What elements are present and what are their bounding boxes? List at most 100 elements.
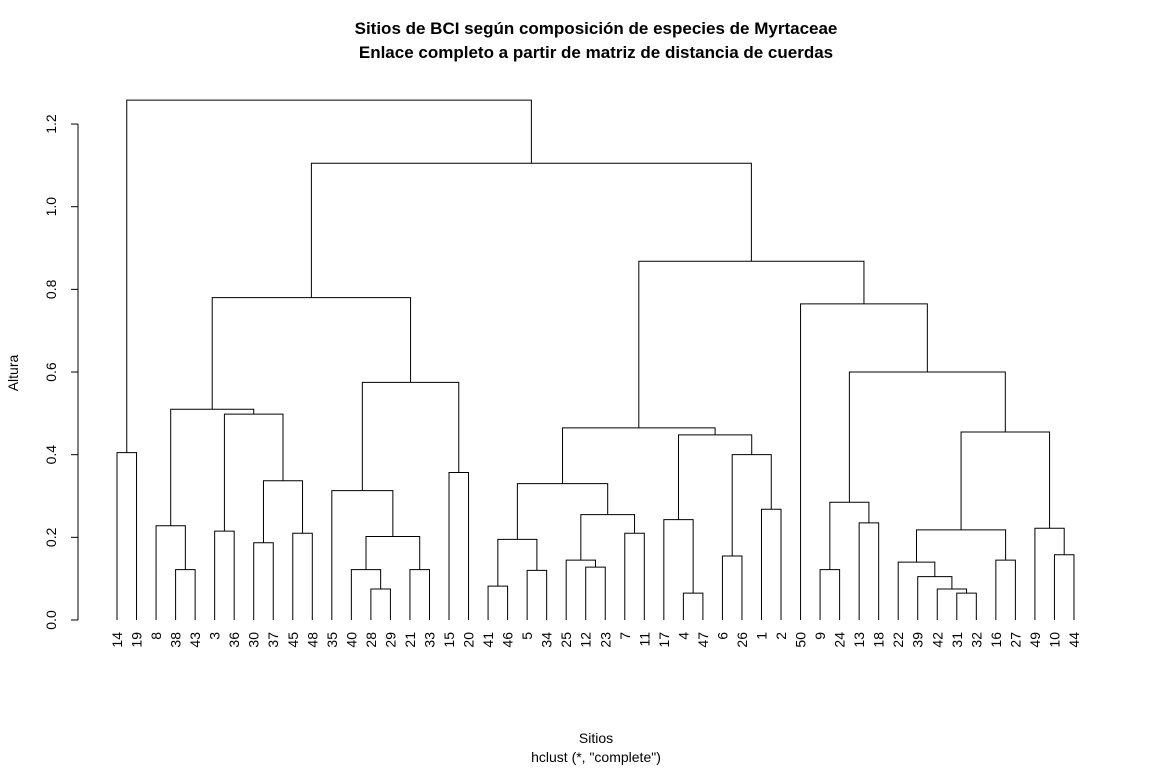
dendrogram-link <box>995 559 1016 620</box>
y-axis-label: Altura <box>5 355 21 392</box>
dendrogram-link <box>1034 527 1065 620</box>
dendrogram-link <box>760 508 782 620</box>
y-tick-label: 0.4 <box>43 445 59 465</box>
y-tick-label: 0.0 <box>43 610 59 630</box>
leaf-label: 44 <box>1066 632 1082 648</box>
dendrogram-link <box>253 542 274 620</box>
leaf-label: 18 <box>871 632 887 648</box>
leaf-label: 43 <box>187 632 203 648</box>
dendrogram-tree <box>116 99 1075 620</box>
dendrogram-link <box>565 559 596 620</box>
chart-subtitle: Enlace completo a partir de matriz de di… <box>359 43 833 62</box>
leaf-label: 13 <box>851 632 867 648</box>
dendrogram-link <box>562 427 716 484</box>
dendrogram-link <box>365 536 421 570</box>
dendrogram-link <box>956 592 977 620</box>
y-tick-label: 1.0 <box>43 197 59 217</box>
leaf-label: 25 <box>558 632 574 648</box>
leaf-label: 24 <box>832 632 848 648</box>
dendrogram-link <box>960 431 1051 530</box>
leaf-label: 50 <box>793 632 809 648</box>
leaf-label: 26 <box>734 632 750 648</box>
leaf-labels: 14 19 8 38 43 3 36 30 37 45 48 35 40 28 29 21 33 15 20 41 46… <box>109 632 1082 648</box>
leaf-label: 35 <box>324 632 340 648</box>
leaf-label: 3 <box>207 632 223 640</box>
leaf-label: 39 <box>910 632 926 648</box>
leaf-label: 11 <box>636 632 652 647</box>
leaf-label: 46 <box>500 632 516 648</box>
leaf-label: 28 <box>363 632 379 648</box>
leaf-label: 41 <box>480 632 496 648</box>
dendrogram-link <box>214 530 235 620</box>
leaf-label: 47 <box>695 632 711 648</box>
leaf-label: 19 <box>129 632 145 648</box>
dendrogram-link <box>175 569 196 620</box>
dendrogram-link <box>936 588 968 620</box>
dendrogram-link <box>497 538 538 587</box>
dendrogram-link <box>731 454 772 556</box>
dendrogram-link <box>848 371 1006 503</box>
dendrogram-link <box>331 490 394 620</box>
dendrogram-link <box>310 162 752 298</box>
leaf-label: 29 <box>382 632 398 648</box>
dendrogram-link <box>170 408 255 526</box>
leaf-label: 31 <box>949 632 965 648</box>
leaf-label: 27 <box>1007 632 1023 648</box>
leaf-label: 1 <box>753 632 769 640</box>
dendrogram-link <box>409 569 430 620</box>
leaf-label: 14 <box>109 632 125 648</box>
dendrogram-link <box>526 569 548 620</box>
dendrogram-link <box>262 480 304 543</box>
leaf-label: 34 <box>539 632 555 648</box>
leaf-label: 42 <box>929 632 945 648</box>
dendrogram-link <box>516 483 609 540</box>
chart-title: Sitios de BCI según composición de espec… <box>355 19 838 38</box>
dendrogram-link <box>819 569 841 620</box>
dendrogram-link <box>916 529 1007 563</box>
leaf-label: 32 <box>968 632 984 648</box>
dendrogram-link <box>350 569 382 620</box>
leaf-label: 37 <box>265 632 281 648</box>
x-axis-label: Sitios <box>579 730 613 746</box>
dendrogram-link <box>624 532 645 620</box>
leaf-label: 20 <box>461 632 477 648</box>
dendrogram-link <box>721 555 743 620</box>
leaf-label: 8 <box>148 632 164 640</box>
dendrogram-link <box>638 260 865 428</box>
dendrogram-link <box>829 501 870 570</box>
leaf-label: 17 <box>656 632 672 648</box>
leaf-label: 4 <box>675 632 691 640</box>
dendrogram-link <box>211 297 412 410</box>
leaf-label: 10 <box>1046 632 1062 648</box>
leaf-label: 6 <box>714 632 730 640</box>
leaf-label: 16 <box>988 632 1004 648</box>
leaf-label: 21 <box>402 632 418 648</box>
leaf-label: 15 <box>441 632 457 648</box>
dendrogram-link <box>800 303 928 620</box>
y-tick-label: 1.2 <box>43 114 59 134</box>
leaf-label: 33 <box>421 632 437 648</box>
dendrogram-link <box>682 592 704 620</box>
dendrogram-link <box>663 519 694 620</box>
x-axis-sublabel: hclust (*, "complete") <box>531 749 661 765</box>
leaf-label: 9 <box>812 632 828 640</box>
y-tick-label: 0.8 <box>43 279 59 299</box>
dendrogram-link <box>292 532 313 620</box>
leaf-label: 45 <box>285 632 301 648</box>
dendrogram-link <box>917 576 953 620</box>
leaf-label: 23 <box>597 632 613 648</box>
dendrogram-link <box>361 381 460 491</box>
y-tick-label: 0.6 <box>43 362 59 382</box>
dendrogram-link <box>370 588 391 620</box>
leaf-label: 40 <box>343 632 359 648</box>
dendrogram-link <box>580 514 636 561</box>
leaf-label: 12 <box>578 632 594 648</box>
dendrogram-link <box>223 413 284 532</box>
leaf-label: 22 <box>890 632 906 648</box>
dendrogram-link <box>487 585 509 620</box>
leaf-label: 30 <box>246 632 262 648</box>
leaf-label: 38 <box>168 632 184 648</box>
dendrogram-link <box>126 99 532 453</box>
dendrogram-link <box>858 522 880 620</box>
